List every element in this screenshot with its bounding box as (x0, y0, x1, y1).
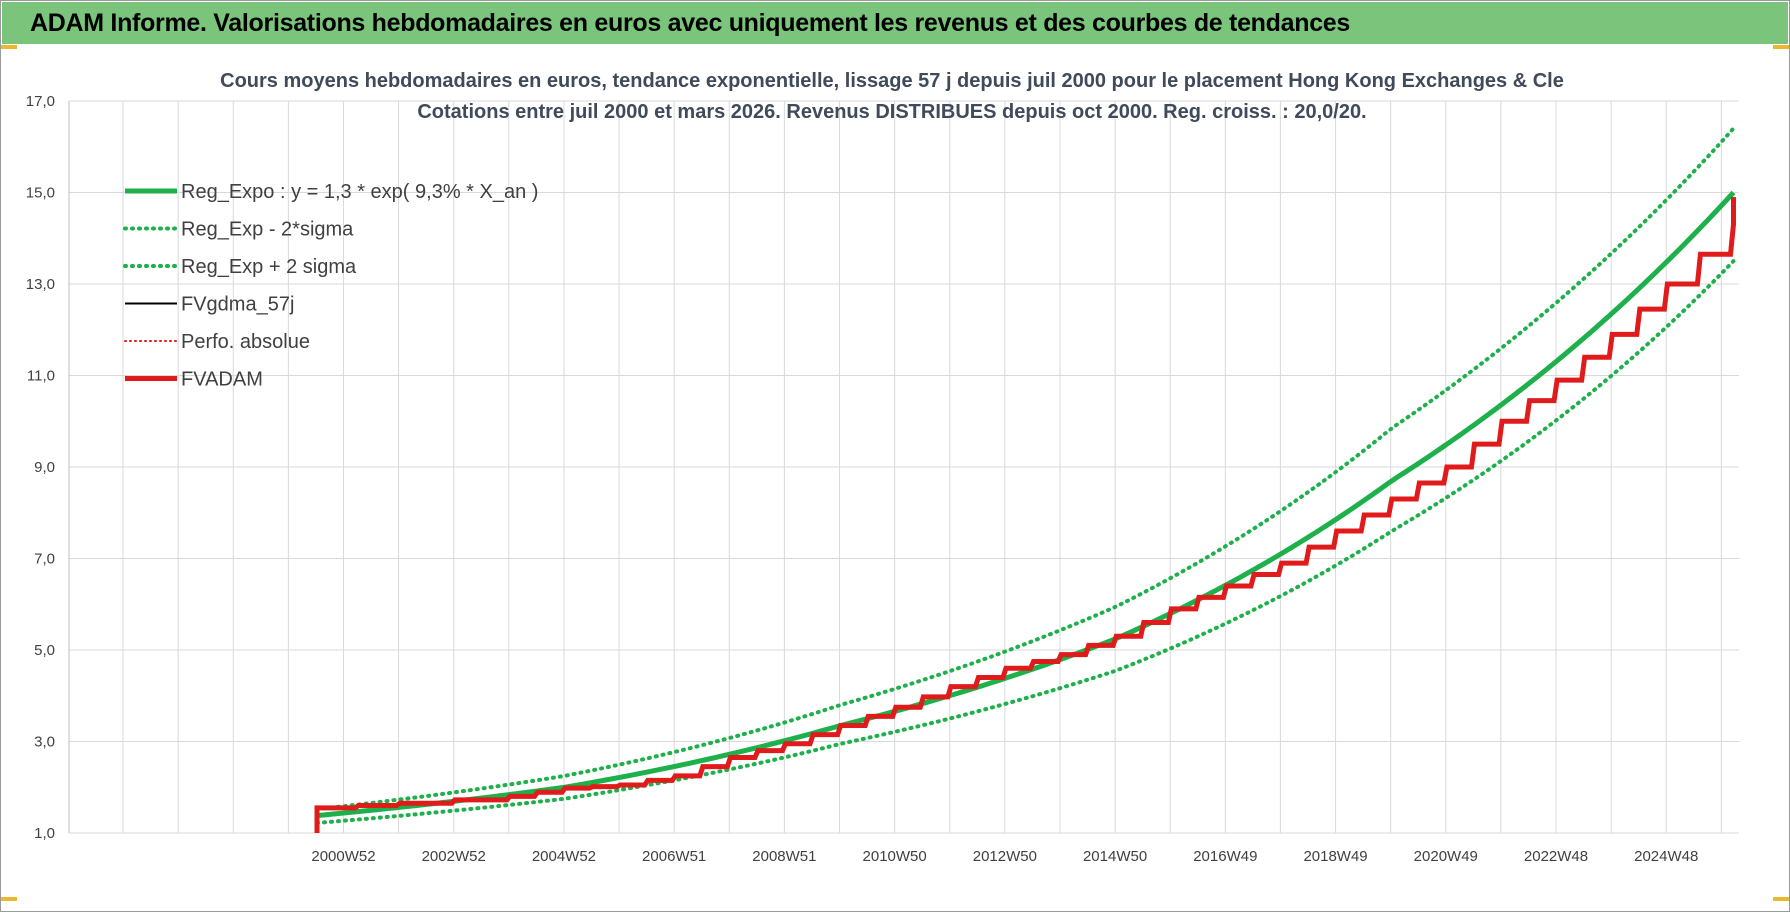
y-tick-label: 13,0 (26, 276, 55, 293)
x-tick-label: 2000W52 (311, 848, 375, 865)
y-tick-label: 7,0 (34, 551, 55, 568)
corner-marker-top-left (1, 45, 17, 49)
x-tick-label: 2006W51 (642, 848, 706, 865)
y-tick-label: 5,0 (34, 642, 55, 659)
x-tick-label: 2022W48 (1524, 848, 1588, 865)
series-reg-minus (315, 259, 1736, 825)
x-tick-label: 2010W50 (863, 848, 927, 865)
series-fvgdma (316, 197, 1735, 833)
y-tick-label: 3,0 (34, 734, 55, 751)
report-title: ADAM Informe. Valorisations hebdomadaire… (30, 9, 1351, 37)
x-tick-label: 2012W50 (973, 848, 1037, 865)
chart-title-group: Cours moyens hebdomadaires en euros, ten… (220, 70, 1564, 123)
series-layer (314, 126, 1736, 833)
y-tick-label: 17,0 (26, 93, 55, 110)
y-tick-label: 9,0 (34, 459, 55, 476)
legend-label-fvadam: FVADAM (181, 369, 263, 391)
y-tick-label: 11,0 (27, 368, 55, 385)
x-tick-label: 2008W51 (752, 848, 816, 865)
x-tick-label: 2004W52 (532, 848, 596, 865)
corner-marker-bottom-left (1, 897, 17, 901)
chart-title-line-2: Cotations entre juil 2000 et mars 2026. … (417, 101, 1366, 123)
series-reg-plus (315, 126, 1736, 812)
x-tick-label: 2018W49 (1303, 848, 1367, 865)
legend-label-perfo: Perfo. absolue (181, 331, 310, 353)
x-tick-label: 2014W50 (1083, 848, 1147, 865)
chart-title-line-1: Cours moyens hebdomadaires en euros, ten… (220, 70, 1564, 92)
x-tick-label: 2016W49 (1193, 848, 1257, 865)
legend-label-fvgdma: FVgdma_57j (181, 294, 294, 316)
series-fvadam (314, 197, 1736, 833)
corner-marker-top-right (1773, 45, 1789, 49)
x-tick-label: 2020W49 (1414, 848, 1478, 865)
x-tick-label: 2024W48 (1634, 848, 1698, 865)
legend-label-reg-plus: Reg_Exp + 2 sigma (181, 256, 357, 278)
series-reg-expo (316, 190, 1736, 819)
chart-legend: Reg_Expo : y = 1,3 * exp( 9,3% * X_an ) R… (123, 181, 538, 391)
y-tick-label: 15,0 (26, 185, 55, 202)
report-banner: ADAM Informe. Valorisations hebdomadaire… (2, 2, 1788, 44)
axis-layer: 1,0 3,0 5,0 7,0 9,0 11,0 13,0 15,0 17,0 2000W52 20… (26, 93, 1699, 865)
legend-label-reg-minus: Reg_Exp - 2*sigma (181, 219, 354, 241)
x-tick-label: 2002W52 (422, 848, 486, 865)
grid-layer (68, 100, 1739, 834)
corner-marker-bottom-right (1773, 897, 1789, 901)
legend-label-reg-expo: Reg_Expo : y = 1,3 * exp( 9,3% * X_an ) (181, 181, 538, 203)
y-tick-label: 1,0 (34, 825, 55, 842)
chart-plot: 1,0 3,0 5,0 7,0 9,0 11,0 13,0 15,0 17,0 2000W52 20… (26, 70, 1739, 865)
